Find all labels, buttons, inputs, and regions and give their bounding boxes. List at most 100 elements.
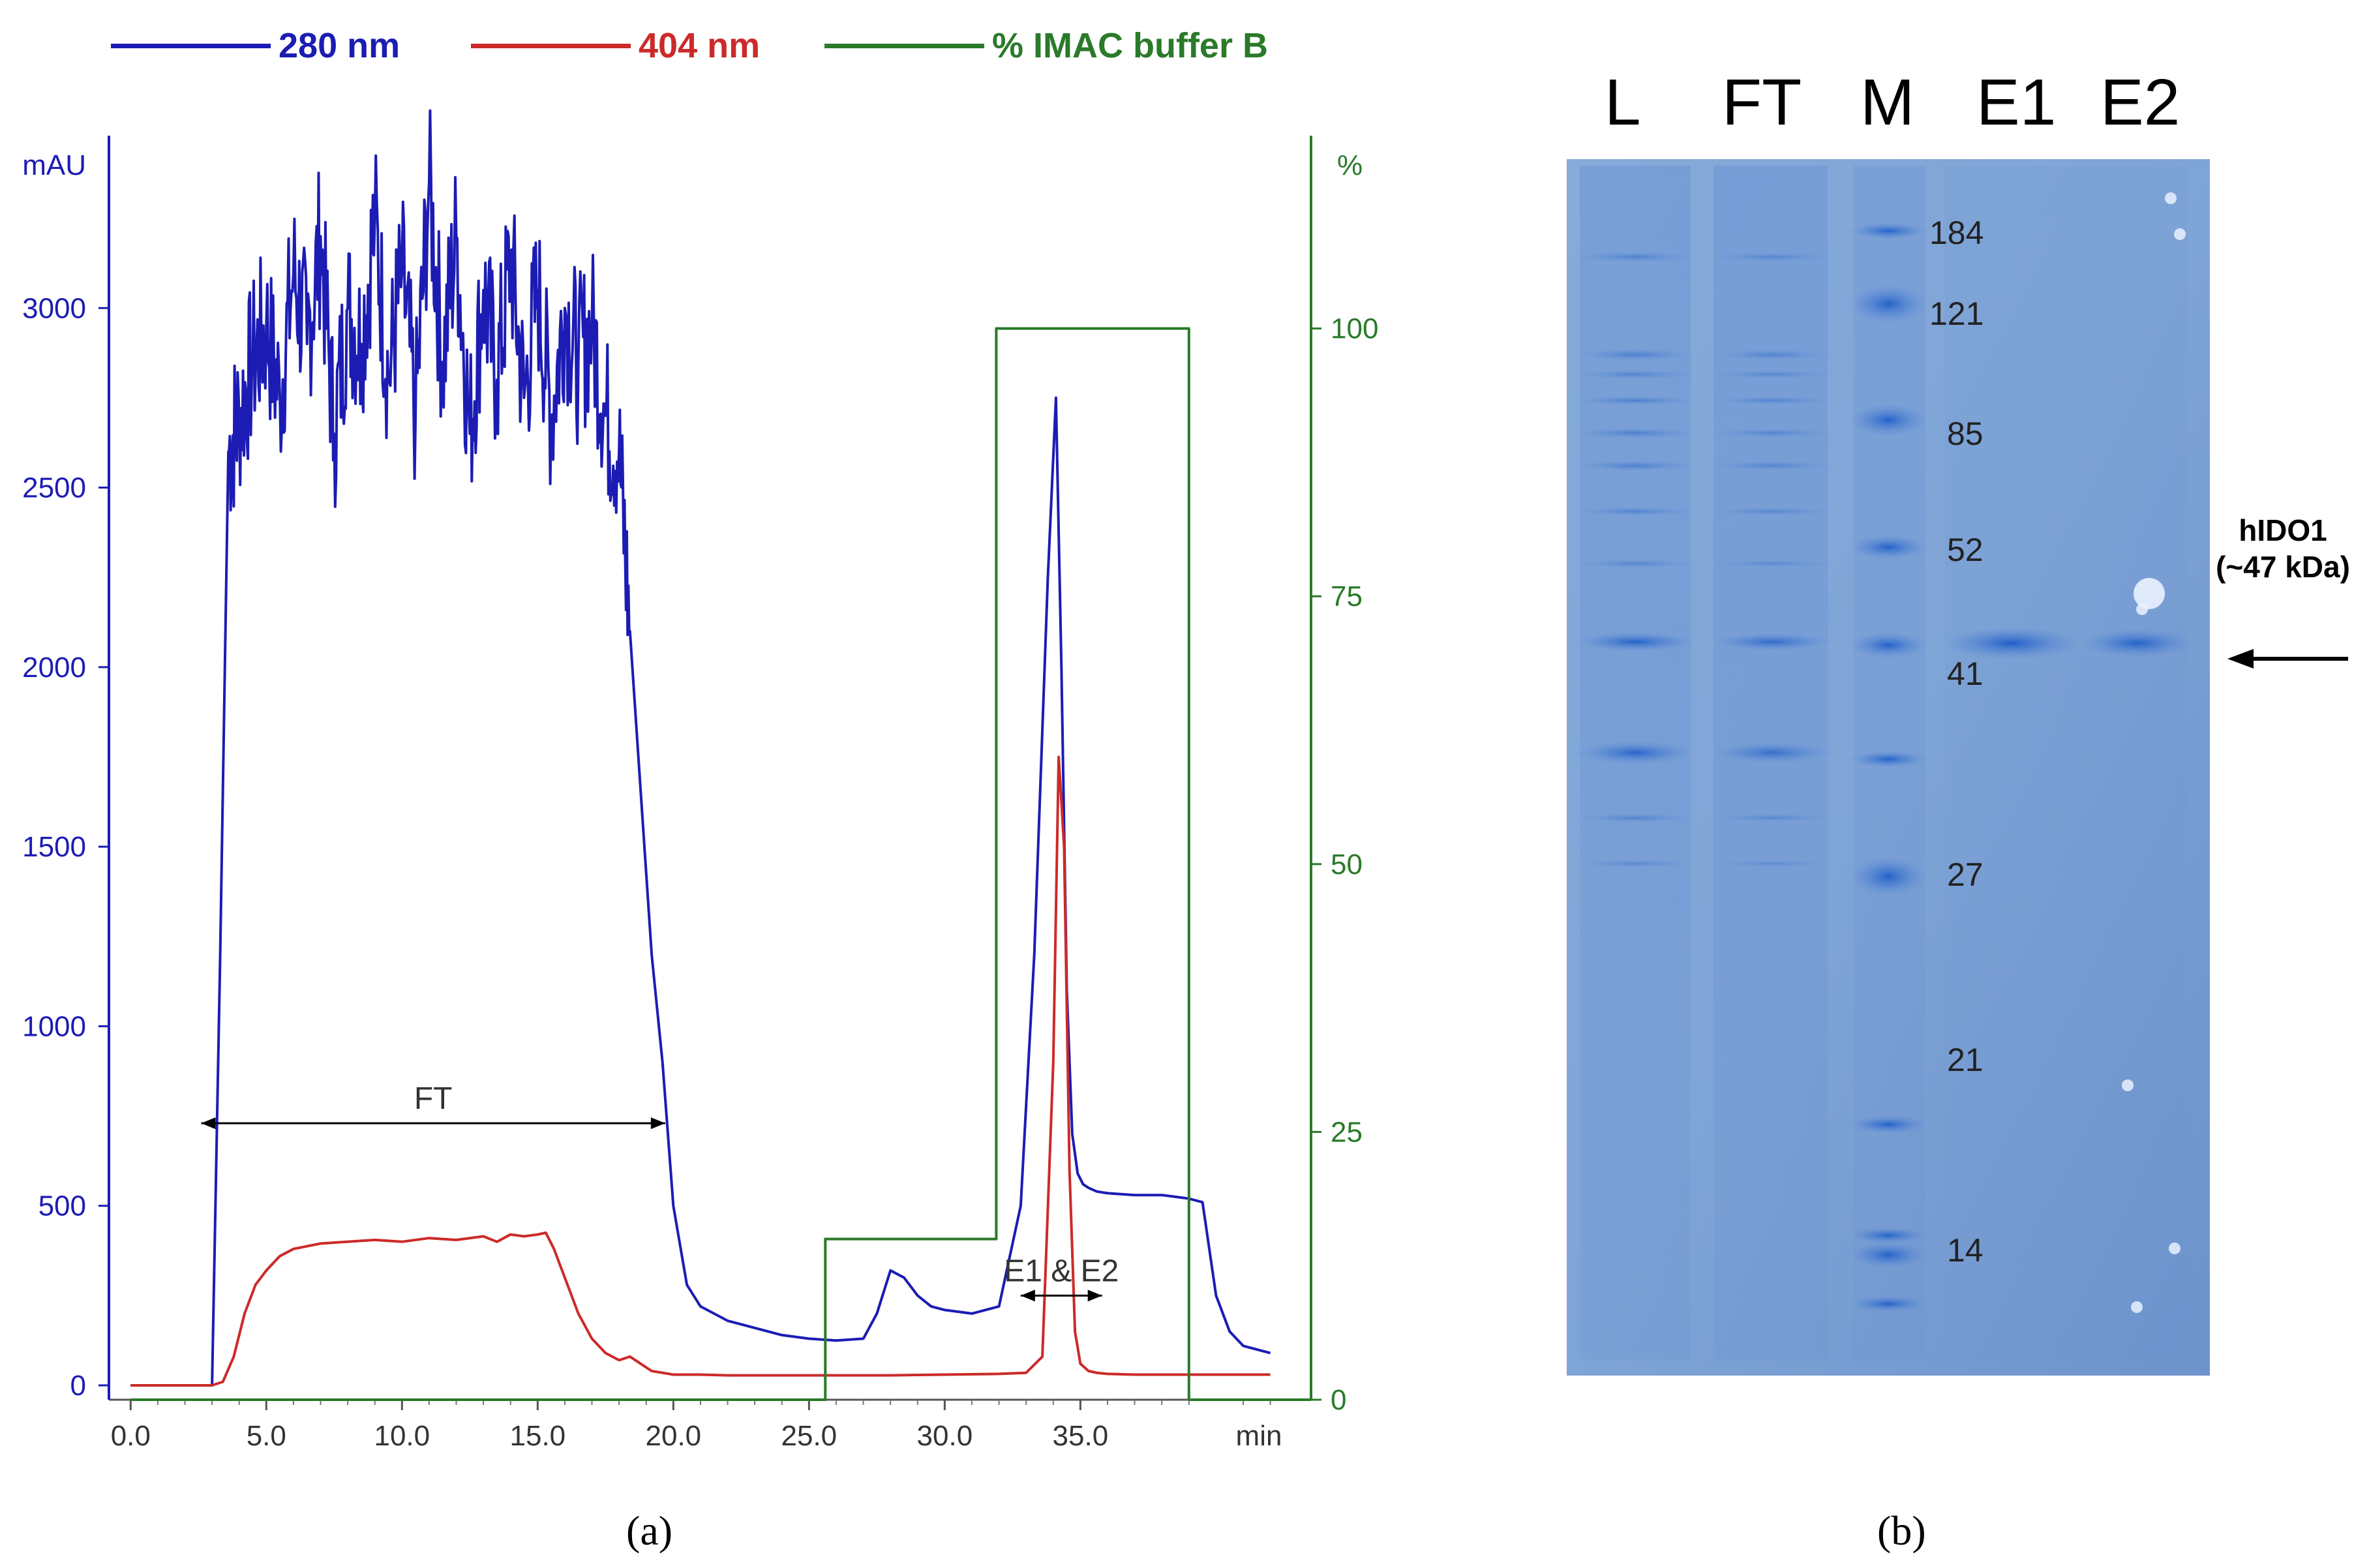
gel-lane-label-l: L	[1605, 66, 1641, 139]
x-tick-label: 5.0	[247, 1420, 286, 1452]
gel-image	[1567, 159, 2210, 1376]
series-line-404nm	[130, 755, 1271, 1387]
gel-band-lane-l	[1575, 632, 1696, 652]
marker-weight-14: 14	[1947, 1232, 1984, 1269]
annotation-e1-e2-arrow-left-icon	[1020, 1289, 1035, 1302]
gel-speck	[2134, 578, 2165, 609]
legend-item-404nm: 404 nm	[471, 20, 760, 72]
series-line-280nm	[130, 109, 1271, 1387]
marker-weight-121: 121	[1929, 295, 1984, 332]
x-tick-label: 30.0	[917, 1420, 973, 1452]
x-axis-label: min	[1236, 1420, 1282, 1452]
gel-band-lane-l	[1575, 252, 1696, 262]
y-left-axis-label: mAU	[22, 149, 86, 181]
y-left-tick-label: 1000	[22, 1010, 86, 1042]
panel-b-label: (b)	[1877, 1507, 1926, 1554]
gel-speck	[2131, 1301, 2143, 1313]
gel-band-lane-ft	[1712, 813, 1833, 822]
annotation-ft-arrow-right-icon	[650, 1117, 665, 1130]
gel-band-marker	[1849, 284, 1927, 324]
marker-weight-41: 41	[1947, 656, 1984, 692]
legend-item-buffer-b: % IMAC buffer B	[824, 20, 1268, 72]
gel-speck	[2169, 1243, 2180, 1254]
gel-band-lane-ft	[1712, 507, 1833, 516]
marker-weight-21: 21	[1947, 1042, 1984, 1078]
gel-band-lane-l	[1575, 813, 1696, 822]
annotation-e1-e2-label: E1 & E2	[1004, 1254, 1119, 1288]
gel-band-lane-ft	[1712, 742, 1833, 764]
gel-band-lane-e1	[1943, 627, 2080, 659]
gel-band-marker	[1849, 404, 1927, 436]
gel-band-lane-ft	[1712, 349, 1833, 361]
marker-weight-85: 85	[1947, 415, 1984, 452]
x-tick-label: 15.0	[510, 1420, 566, 1452]
chart-annotations: FT E1 & E2	[201, 1081, 1119, 1302]
gel-band-marker	[1849, 1242, 1927, 1268]
series-line-buffer-b	[130, 327, 1311, 1401]
gel-band-marker	[1849, 1296, 1927, 1312]
gel-band-lane-ft	[1712, 460, 1833, 471]
y-right-tick-label: 100	[1331, 313, 1378, 345]
gel-band-lane-l	[1575, 349, 1696, 361]
y-left-tick-label: 0	[70, 1370, 86, 1402]
x-tick-label: 10.0	[374, 1420, 430, 1452]
legend-label-280nm: 280 nm	[279, 26, 400, 65]
gel-speck	[2122, 1079, 2134, 1091]
x-tick-label: 25.0	[781, 1420, 837, 1452]
gel-band-lane-ft	[1712, 633, 1833, 651]
panel-a-label: (a)	[626, 1507, 673, 1554]
gel-bands	[1575, 166, 2195, 1359]
chart-series	[130, 109, 1311, 1401]
target-protein-size: (~47 kDa)	[2216, 550, 2350, 584]
gel-band-marker	[1849, 222, 1927, 239]
gel-band-lane-ft	[1712, 559, 1833, 568]
gel-band-lane-l	[1575, 507, 1696, 516]
gel-lane-label-ft: FT	[1722, 66, 1802, 139]
legend-swatch-280nm	[111, 43, 271, 48]
gel-lane-label-e2: E2	[2100, 66, 2180, 139]
y-left-tick-label: 1500	[22, 831, 86, 863]
legend-label-404nm: 404 nm	[639, 26, 761, 65]
gel-band-lane-e2	[2080, 629, 2195, 657]
gel-band-lane-ft	[1712, 860, 1833, 867]
gel-lane-label-m: M	[1860, 66, 1915, 139]
target-protein-label: hIDO1 (~47 kDa)	[2208, 512, 2358, 585]
gel-band-marker	[1849, 535, 1927, 560]
sds-page-gel	[1567, 159, 2210, 1376]
gel-lane	[1945, 166, 2075, 1359]
legend-swatch-404nm	[471, 43, 631, 48]
gel-band-lane-l	[1575, 559, 1696, 568]
y-right-tick-label: 0	[1331, 1384, 1346, 1416]
legend-item-280nm: 280 nm	[111, 20, 400, 72]
gel-band-marker	[1849, 1115, 1927, 1134]
gel-band-lane-l	[1575, 460, 1696, 471]
y-left-tick-label: 2500	[22, 472, 86, 504]
annotation-ft-label: FT	[414, 1081, 453, 1116]
gel-band-lane-l	[1575, 860, 1696, 867]
target-band-arrow-icon	[2227, 649, 2348, 669]
gel-band-lane-ft	[1712, 396, 1833, 405]
marker-weight-27: 27	[1947, 856, 1984, 893]
y-right-axis-label: %	[1337, 149, 1363, 181]
x-tick-label: 35.0	[1053, 1420, 1109, 1452]
gel-lane	[2075, 166, 2186, 1359]
chart-axes: 0.0 5.0 10.0 15.0 20.0 25.0 30.0 35.0 min0500100…	[22, 136, 1378, 1452]
gel-band-marker	[1849, 1228, 1927, 1243]
gel-band-marker	[1849, 751, 1927, 768]
y-right-tick-label: 25	[1331, 1116, 1363, 1148]
gel-band-marker	[1849, 632, 1927, 658]
gel-band-marker	[1849, 856, 1927, 897]
marker-weight-52: 52	[1947, 532, 1984, 568]
gel-speck	[2174, 228, 2186, 240]
y-left-tick-label: 3000	[22, 292, 86, 324]
gel-band-lane-l	[1575, 741, 1696, 764]
y-left-tick-label: 2000	[22, 652, 86, 684]
gel-band-lane-l	[1575, 428, 1696, 438]
marker-weight-184: 184	[1929, 215, 1984, 251]
gel-band-lane-ft	[1712, 370, 1833, 379]
x-tick-label: 20.0	[646, 1420, 702, 1452]
target-protein-name: hIDO1	[2239, 513, 2327, 547]
gel-lane-label-e1: E1	[1976, 66, 2057, 139]
gel-band-lane-ft	[1712, 252, 1833, 262]
